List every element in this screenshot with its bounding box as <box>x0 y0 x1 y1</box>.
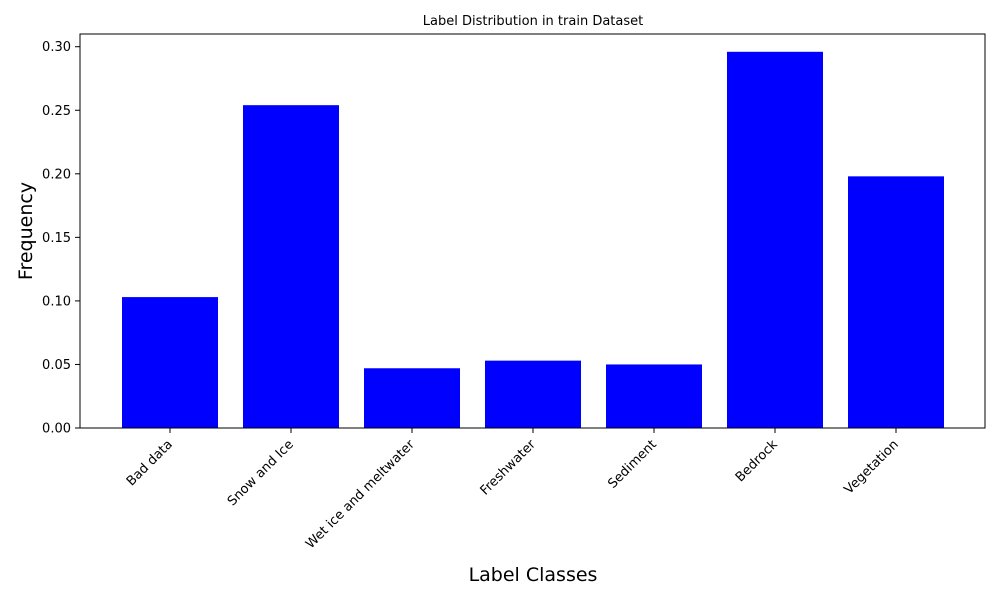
y-tick-label: 0.00 <box>42 422 71 437</box>
y-axis: 0.00 0.05 0.10 0.15 0.20 0.25 0.30 <box>42 40 80 437</box>
x-tick-label: Sediment <box>605 437 660 492</box>
bar-freshwater <box>485 360 581 428</box>
x-tick-label: Wet ice and meltwater <box>303 437 418 552</box>
y-tick-label: 0.15 <box>42 231 71 246</box>
bar-sediment <box>606 364 702 428</box>
y-tick-label: 0.10 <box>42 294 71 309</box>
chart-title: Label Distribution in train Dataset <box>423 14 643 29</box>
bar-vegetation <box>848 176 944 428</box>
bar-bedrock <box>727 51 823 428</box>
y-tick-label: 0.25 <box>42 104 71 119</box>
x-tick-label: Vegetation <box>842 437 902 497</box>
x-tick-label: Bedrock <box>733 437 781 485</box>
x-axis-title: Label Classes <box>469 564 598 586</box>
y-axis-title: Frequency <box>15 182 37 280</box>
x-axis: Bad data Snow and Ice Wet ice and meltwate… <box>124 428 902 552</box>
y-tick-label: 0.20 <box>42 167 71 182</box>
x-tick-label: Bad data <box>124 437 176 489</box>
bar-snow-and-ice <box>243 105 339 428</box>
y-tick-label: 0.30 <box>42 40 71 55</box>
x-tick-label: Snow and Ice <box>225 437 297 509</box>
bar-wet-ice-and-meltwater <box>364 368 460 428</box>
bar-bad-data <box>122 297 218 428</box>
x-tick-label: Freshwater <box>478 437 540 499</box>
bars-group <box>122 51 944 428</box>
plot-area <box>79 33 986 429</box>
y-tick-label: 0.05 <box>42 358 71 373</box>
